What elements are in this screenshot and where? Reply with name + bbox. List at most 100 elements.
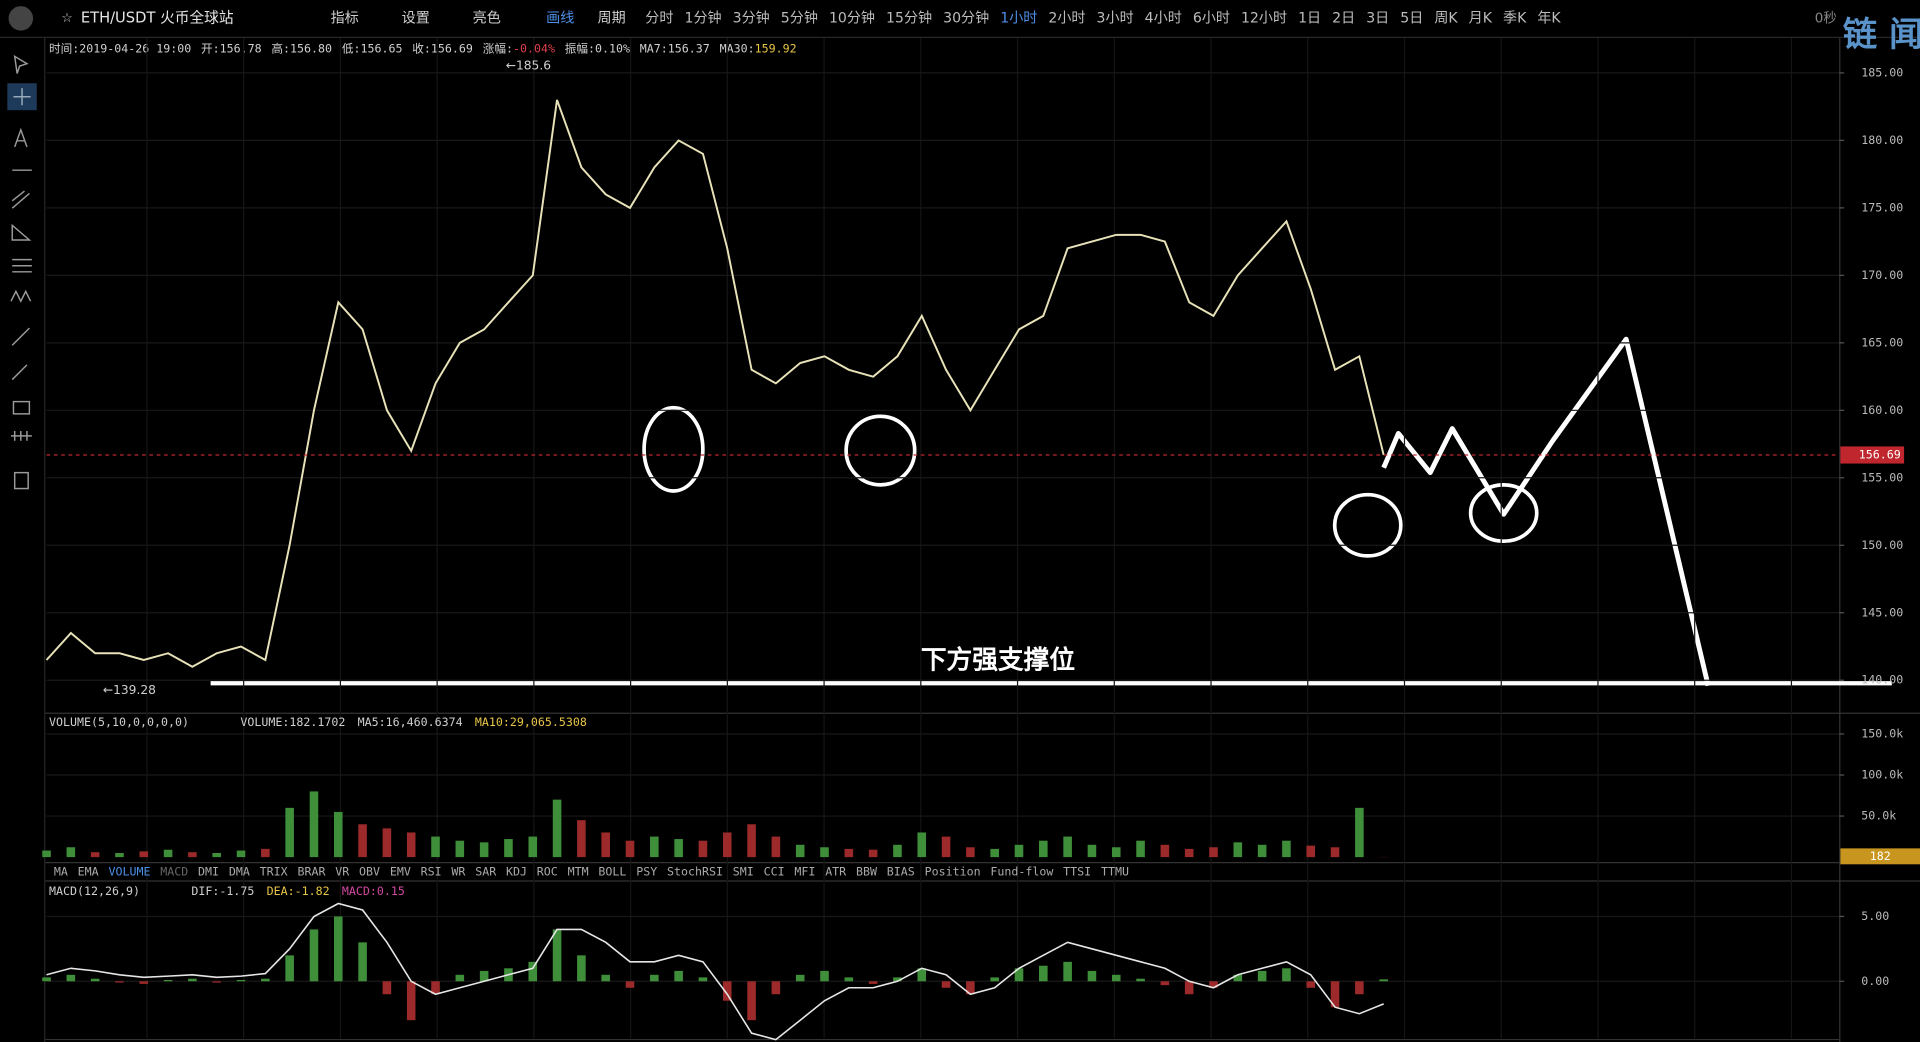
period-option[interactable]: 2小时: [1048, 10, 1085, 26]
indicator-tab[interactable]: TTMU: [1101, 864, 1129, 878]
macd-bar: [261, 978, 270, 982]
annotation: ←185.6: [506, 59, 551, 73]
y-tick-label: 150.00: [1861, 538, 1903, 552]
wave-tool[interactable]: [10, 289, 32, 303]
period-option[interactable]: 5日: [1400, 10, 1423, 26]
indicator-tab[interactable]: KDJ: [506, 864, 527, 878]
info-value: 156.65: [360, 41, 402, 55]
macd-bar: [1184, 981, 1194, 995]
indicator-tab[interactable]: DMI: [198, 864, 219, 878]
cursor-tool[interactable]: [13, 54, 29, 74]
timer: 0秒: [1815, 10, 1837, 26]
period-option[interactable]: 30分钟: [943, 9, 989, 26]
indicator-tab[interactable]: EMA: [78, 864, 99, 878]
ruler-tool[interactable]: [11, 327, 30, 346]
period-option[interactable]: 3日: [1366, 10, 1389, 26]
indicator-tab[interactable]: TRIX: [260, 864, 288, 878]
indicator-tab[interactable]: MACD: [160, 864, 188, 878]
period-option[interactable]: 月K: [1469, 10, 1493, 26]
delete-tool[interactable]: [13, 471, 29, 490]
indicator-tab[interactable]: RSI: [421, 864, 442, 878]
period-option[interactable]: 1分钟: [685, 9, 722, 26]
pane-header: VOLUME:182.1702: [240, 715, 345, 729]
period-option[interactable]: 年K: [1537, 10, 1561, 26]
period-option[interactable]: 12小时: [1241, 10, 1287, 26]
macd-bar: [236, 979, 246, 982]
period-option[interactable]: 周K: [1434, 10, 1458, 26]
volume-bar: [601, 832, 610, 858]
macd-bar: [163, 979, 173, 982]
indicator-tab[interactable]: ROC: [537, 864, 558, 878]
period-option[interactable]: 季K: [1503, 10, 1527, 26]
lock-tool[interactable]: [12, 400, 31, 415]
indicator-tab[interactable]: MFI: [794, 864, 815, 878]
volume-bar: [1257, 844, 1267, 858]
symbol-name[interactable]: ETH/USDT 火币全球站: [81, 8, 234, 26]
period-option[interactable]: 1小时: [1000, 10, 1037, 26]
crosshair-tool[interactable]: [13, 88, 31, 106]
indicator-tab[interactable]: TTSI: [1063, 864, 1091, 878]
period-option[interactable]: 1日: [1298, 10, 1321, 26]
macd-bar: [941, 981, 951, 988]
indicator-tab[interactable]: BRAR: [297, 864, 325, 878]
period-option[interactable]: 4小时: [1145, 10, 1182, 26]
period-option[interactable]: 分时: [645, 10, 673, 26]
hide-tool[interactable]: [11, 431, 32, 441]
indicator-tab[interactable]: CCI: [764, 864, 785, 878]
indicator-tab[interactable]: Position: [925, 864, 981, 878]
volume-bar: [1039, 840, 1048, 858]
indicator-tab[interactable]: VR: [335, 864, 349, 878]
volume-bar: [552, 799, 562, 858]
period-menu[interactable]: 周期: [598, 10, 626, 26]
toolbar-button[interactable]: 指标: [331, 10, 359, 26]
period-option[interactable]: 10分钟: [829, 9, 875, 26]
toolbar-button[interactable]: 设置: [402, 10, 430, 26]
volume-bar: [1184, 848, 1194, 858]
indicator-tab[interactable]: PSY: [636, 864, 657, 878]
period-option[interactable]: 3小时: [1097, 10, 1134, 26]
volume-bar: [358, 824, 367, 858]
macd-bar: [42, 977, 51, 982]
shape-tool[interactable]: [11, 223, 32, 241]
toolbar-button[interactable]: 画线: [546, 10, 574, 26]
period-option[interactable]: 6小时: [1193, 10, 1230, 26]
indicator-tab[interactable]: MA: [54, 864, 68, 878]
fib-tool[interactable]: [12, 258, 32, 273]
symbol-star[interactable]: ☆: [61, 11, 73, 26]
indicator-tab[interactable]: StochRSI: [667, 864, 723, 878]
channel-tool[interactable]: [11, 190, 30, 209]
text-tool[interactable]: [14, 127, 28, 148]
volume-bar: [90, 852, 100, 858]
indicator-tab[interactable]: MTM: [568, 864, 589, 878]
volume-bar: [333, 811, 343, 858]
indicator-tab[interactable]: Fund-flow: [990, 864, 1053, 878]
watermark-logo: 链 闻: [1843, 15, 1920, 55]
indicator-tab[interactable]: BBW: [856, 864, 877, 878]
info-value: 0.10%: [595, 41, 630, 55]
period-option[interactable]: 3分钟: [733, 9, 770, 26]
brush-tool[interactable]: [11, 364, 28, 381]
circle-drawing: [642, 405, 705, 493]
indicator-tab[interactable]: EMV: [390, 864, 411, 878]
indicator-tab[interactable]: SMI: [733, 864, 754, 878]
indicator-tab[interactable]: DMA: [229, 864, 250, 878]
indicator-tab[interactable]: OBV: [359, 864, 380, 878]
period-option[interactable]: 2日: [1332, 10, 1355, 26]
indicator-tab[interactable]: SAR: [475, 864, 496, 878]
logo[interactable]: [8, 6, 34, 31]
macd-bar: [966, 981, 975, 995]
period-option[interactable]: 5分钟: [781, 9, 818, 26]
indicator-tab[interactable]: BIAS: [887, 864, 915, 878]
indicator-tab[interactable]: VOLUME: [108, 864, 150, 878]
macd-bar: [406, 981, 416, 1021]
indicator-tab[interactable]: BOLL: [598, 864, 626, 878]
toolbar-button[interactable]: 亮色: [473, 9, 501, 26]
macd-bar: [747, 981, 756, 1021]
macd-bar: [650, 974, 659, 982]
indicator-tab[interactable]: ATR: [825, 864, 846, 878]
period-option[interactable]: 15分钟: [886, 9, 932, 26]
volume-bar: [966, 847, 975, 858]
indicator-tab[interactable]: WR: [451, 864, 465, 878]
macd-bar: [552, 929, 562, 982]
